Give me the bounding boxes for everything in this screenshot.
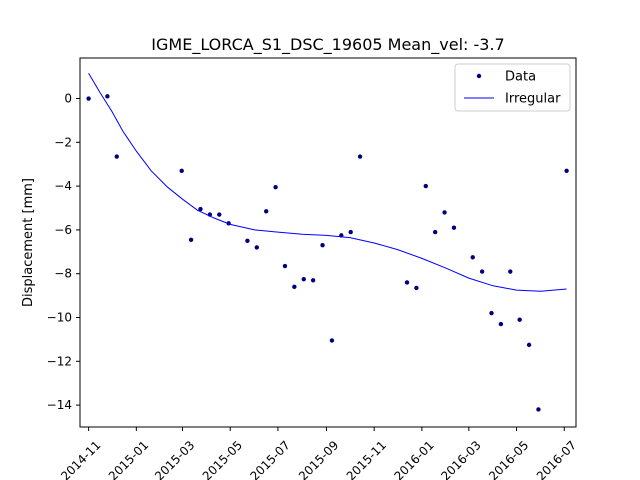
- data-point: [329, 338, 335, 343]
- y-tick-label: −2: [54, 135, 72, 149]
- data-point: [263, 209, 269, 214]
- y-tick-label: −6: [54, 223, 72, 237]
- data-point: [517, 317, 522, 322]
- data-point: [508, 269, 513, 274]
- x-tick-label: 2015-05: [200, 438, 245, 480]
- data-point: [188, 237, 194, 242]
- data-point: [432, 229, 438, 235]
- x-tick-label: 2015-01: [106, 438, 151, 480]
- data-point: [536, 407, 541, 412]
- data-point: [414, 285, 419, 291]
- data-point: [479, 269, 485, 274]
- data-point: [179, 168, 184, 173]
- data-point: [198, 206, 203, 212]
- x-tick-label: 2016-01: [391, 438, 436, 480]
- x-tick-label: 2015-03: [152, 438, 197, 480]
- y-axis: 0 −2 −4 −6 −8 −10 −12 −14: [47, 92, 80, 412]
- data-point: [105, 94, 110, 99]
- x-axis: 2014-11 2015-01 2015-03 2015-05 2015-07 2015-…: [58, 427, 579, 480]
- data-point: [451, 225, 457, 230]
- x-tick-label: 2015-11: [344, 438, 389, 480]
- x-tick-label: 2014-11: [58, 438, 103, 480]
- data-point: [320, 243, 325, 248]
- data-point: [301, 276, 306, 282]
- data-point: [217, 212, 222, 217]
- x-tick-label: 2016-03: [438, 438, 483, 480]
- data-point: [489, 310, 494, 316]
- data-point: [404, 280, 410, 285]
- series-line-irregular: [88, 73, 567, 292]
- plot-frame: [79, 57, 577, 428]
- y-tick-label: −4: [54, 179, 72, 193]
- data-point: [526, 342, 532, 348]
- y-tick-label: −12: [47, 354, 72, 368]
- y-axis-label: Displacement [mm]: [21, 178, 36, 307]
- data-point: [564, 168, 569, 173]
- y-tick-label: −14: [47, 398, 72, 412]
- data-point: [348, 229, 353, 235]
- data-point: [86, 96, 91, 101]
- data-point: [442, 210, 447, 215]
- data-point: [292, 284, 297, 290]
- x-tick-label: 2015-09: [296, 438, 341, 480]
- legend-marker-swatch: [476, 73, 482, 79]
- legend: Data Irregular: [454, 63, 571, 112]
- legend-box: [454, 63, 571, 112]
- legend-label: Data: [505, 70, 536, 85]
- plot-background: [80, 58, 576, 427]
- y-tick-label: 0: [64, 92, 72, 106]
- data-point: [273, 185, 278, 190]
- data-point: [470, 255, 475, 260]
- data-point: [114, 154, 119, 159]
- data-point: [423, 183, 428, 189]
- data-point: [282, 263, 288, 269]
- chart-title: IGME_LORCA_S1_DSC_19605 Mean_vel: -3.7: [151, 35, 504, 55]
- x-tick-label: 2015-07: [247, 438, 292, 480]
- y-tick-label: −10: [47, 311, 72, 325]
- data-point: [245, 238, 250, 244]
- data-point: [357, 154, 363, 159]
- data-point: [254, 245, 260, 250]
- legend-label: Irregular: [505, 92, 561, 107]
- plot-area: [86, 73, 569, 412]
- data-point: [498, 321, 504, 327]
- y-tick-label: −8: [54, 267, 72, 281]
- data-point: [310, 278, 316, 283]
- x-tick-label: 2016-07: [534, 438, 579, 480]
- x-tick-label: 2016-05: [486, 438, 531, 480]
